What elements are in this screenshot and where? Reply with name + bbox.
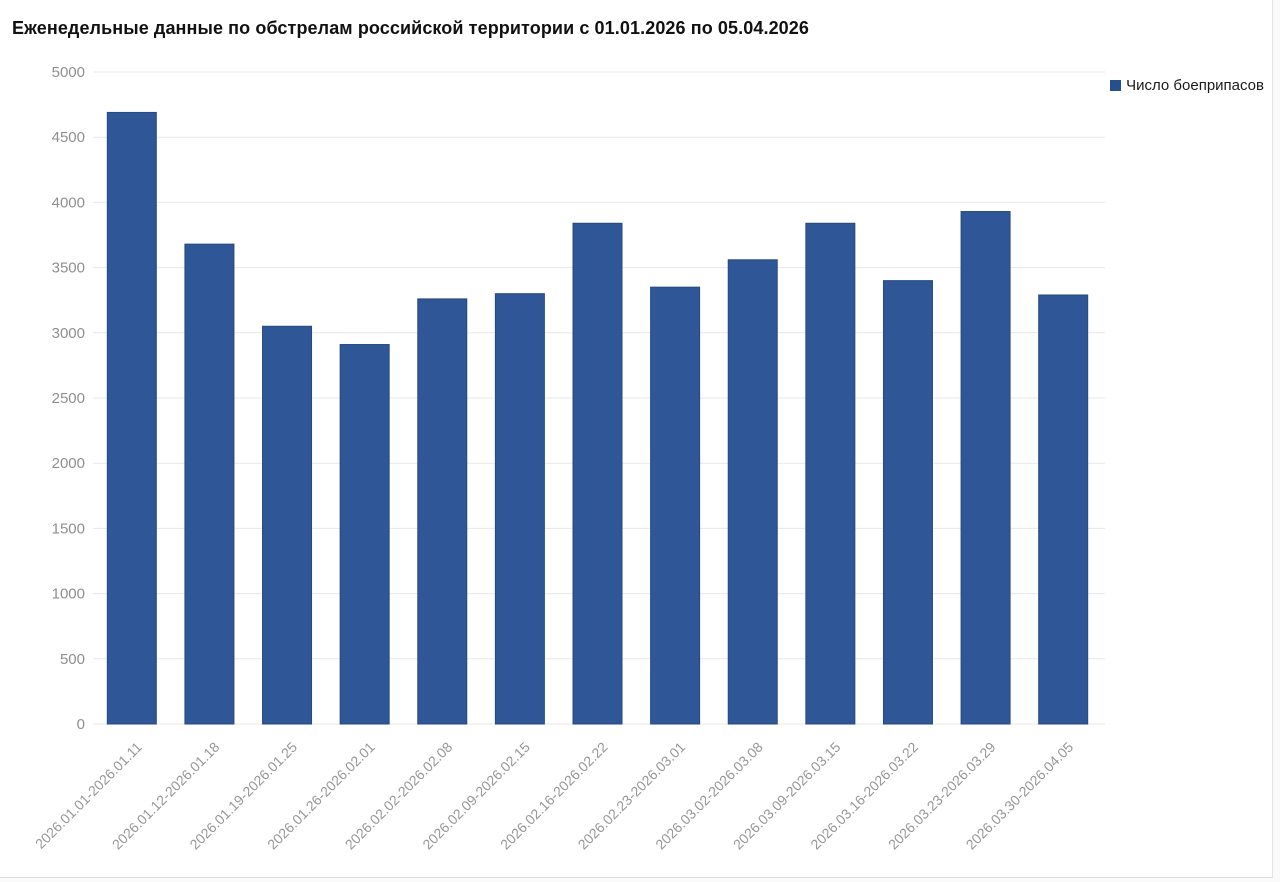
- y-axis-tick-label: 3000: [52, 325, 85, 342]
- legend-marker-icon: [1110, 80, 1122, 91]
- y-axis-tick-label: 5000: [52, 64, 85, 81]
- y-axis-tick-label: 4500: [52, 129, 85, 146]
- bar[interactable]: [727, 259, 778, 725]
- y-axis-tick-label: 3500: [52, 260, 85, 277]
- y-axis-tick-label: 1500: [52, 520, 85, 537]
- bar[interactable]: [650, 286, 701, 725]
- bar[interactable]: [1038, 294, 1089, 725]
- bar[interactable]: [494, 293, 545, 725]
- bar[interactable]: [960, 211, 1011, 725]
- bar[interactable]: [262, 325, 313, 725]
- bar[interactable]: [417, 298, 468, 725]
- y-axis-tick-label: 2500: [52, 390, 85, 407]
- bar[interactable]: [184, 243, 235, 725]
- y-axis-tick-label: 1000: [52, 586, 85, 603]
- bar[interactable]: [106, 111, 157, 725]
- chart-title: Еженедельные данные по обстрелам российс…: [12, 18, 810, 38]
- y-axis-tick-label: 2000: [52, 455, 85, 472]
- y-axis-tick-label: 0: [77, 716, 85, 733]
- y-axis-tick-label: 500: [60, 651, 85, 668]
- bar[interactable]: [805, 222, 856, 725]
- y-axis-tick-label: 4000: [52, 194, 85, 211]
- bar[interactable]: [339, 344, 390, 725]
- bar[interactable]: [572, 222, 623, 725]
- bar[interactable]: [882, 280, 933, 725]
- legend-item-munitions[interactable]: Число боеприпасов: [1110, 77, 1264, 94]
- legend-label: Число боеприпасов: [1126, 77, 1264, 94]
